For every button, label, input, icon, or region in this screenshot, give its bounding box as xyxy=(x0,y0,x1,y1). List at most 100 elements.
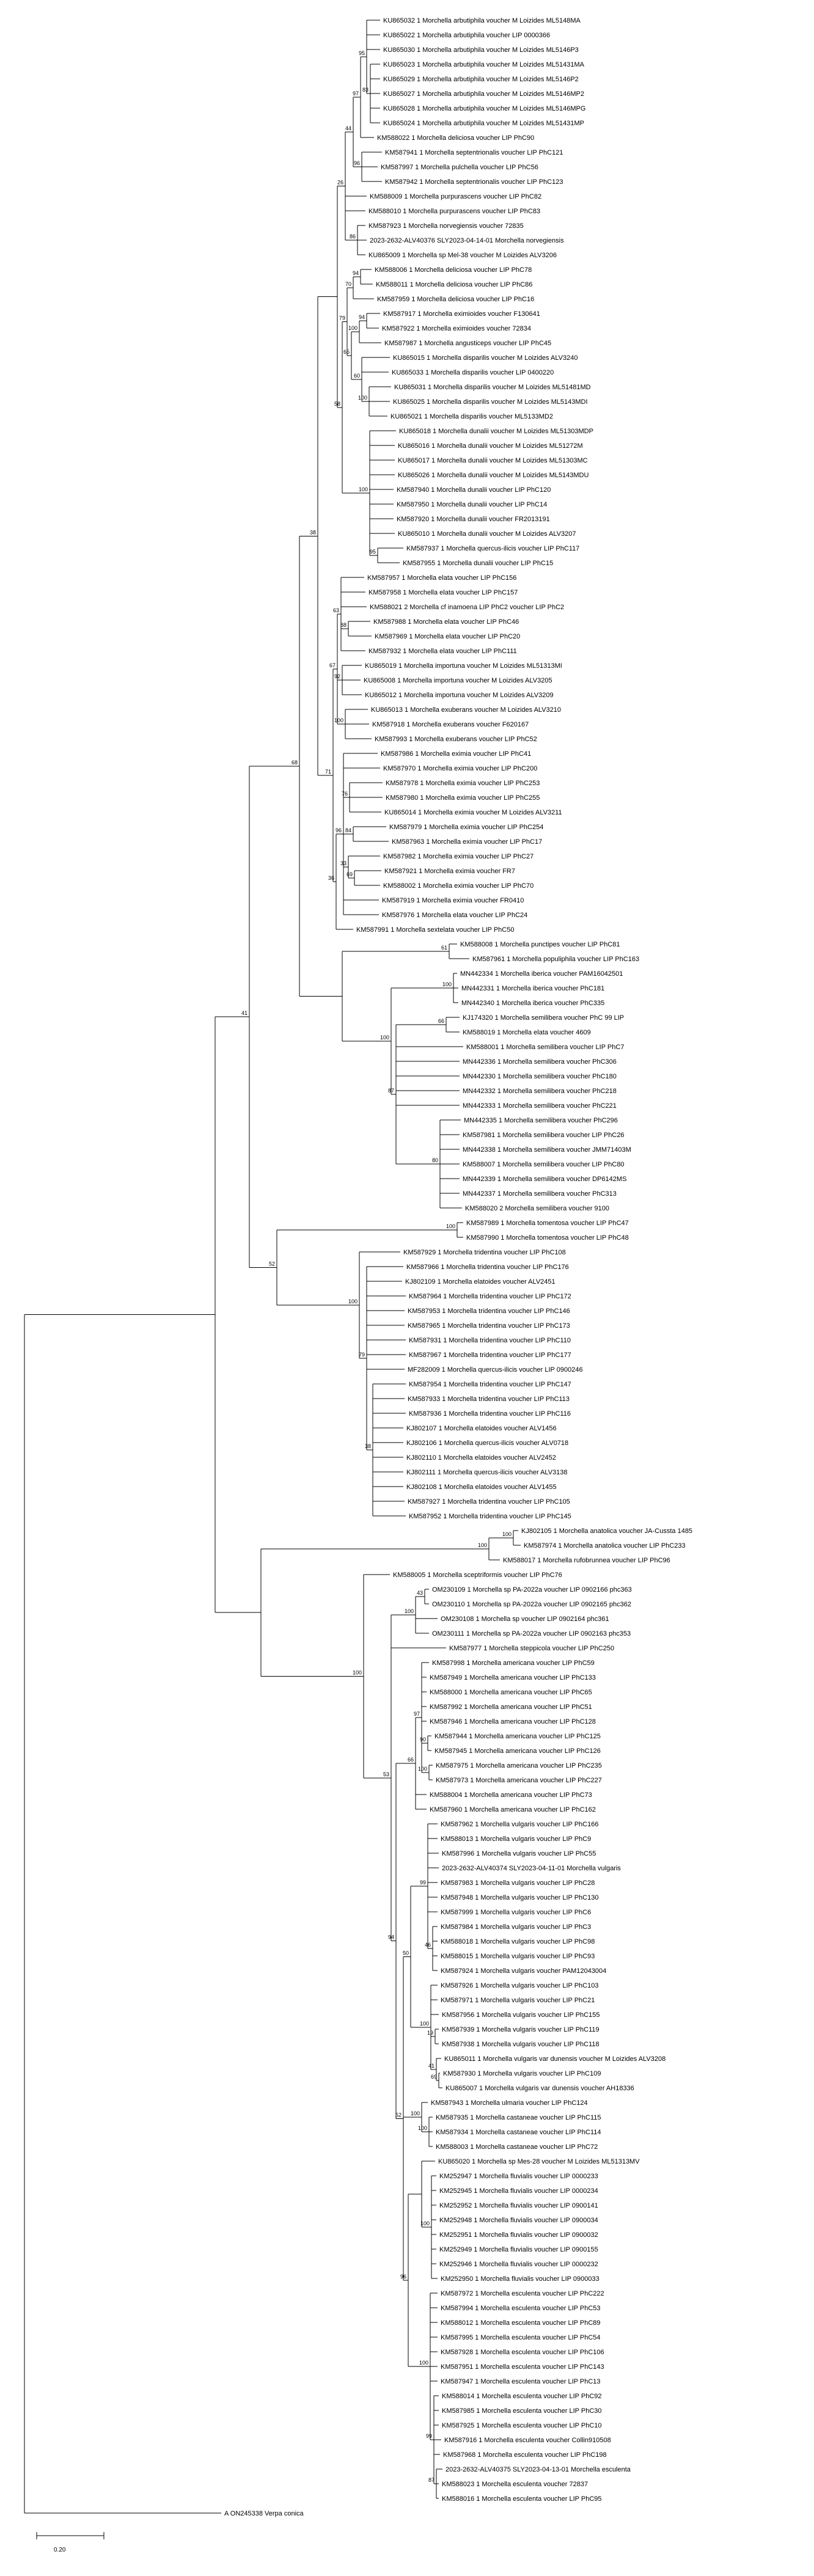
taxon-label: KM587948 1 Morchella vulgaris voucher LI… xyxy=(441,1894,598,1901)
taxon-label: KM587958 1 Morchella elata voucher LIP P… xyxy=(369,589,518,596)
taxon-label: KM587937 1 Morchella quercus-ilicis vouc… xyxy=(406,545,579,552)
taxon-label: KM588013 1 Morchella vulgaris voucher LI… xyxy=(441,1835,591,1843)
taxon-label: KJ802109 1 Morchella elatoides voucher A… xyxy=(405,1278,556,1286)
taxon-label: KM587960 1 Morchella americana voucher L… xyxy=(430,1806,596,1813)
taxon-label: KM587959 1 Morchella deliciosa voucher L… xyxy=(377,296,534,303)
taxon-label: KM587935 1 Morchella castaneae voucher L… xyxy=(436,2114,601,2121)
taxon-label: KM587926 1 Morchella vulgaris voucher LI… xyxy=(441,1982,598,1989)
support-value: 100 xyxy=(380,1034,389,1041)
taxon-label: KM252952 1 Morchella fluvialis voucher L… xyxy=(439,2202,598,2209)
taxon-label: KM587931 1 Morchella tridentina voucher … xyxy=(409,1337,571,1344)
support-value: 79 xyxy=(359,1352,365,1358)
support-value: 43 xyxy=(417,1590,423,1596)
taxon-label: KM587955 1 Morchella dunalii voucher LIP… xyxy=(403,560,553,567)
taxon-label: KM252948 1 Morchella fluvialis voucher L… xyxy=(439,2217,598,2224)
support-value: 87 xyxy=(428,2477,435,2483)
support-value: 53 xyxy=(383,1771,389,1777)
support-value: 88 xyxy=(340,622,346,628)
taxon-label: OM230109 1 Morchella sp PA-2022a voucher… xyxy=(432,1586,632,1594)
taxon-label: KM588008 1 Morchella punctipes voucher L… xyxy=(460,941,620,948)
taxon-label: MN442333 1 Morchella semilibera voucher … xyxy=(463,1102,617,1110)
support-value: 44 xyxy=(345,125,351,131)
taxon-label: KM587963 1 Morchella eximia voucher LIP … xyxy=(392,838,542,846)
support-value: 50 xyxy=(403,1950,409,1956)
taxon-label: KM587990 1 Morchella tomentosa voucher L… xyxy=(466,1234,629,1242)
taxon-label: KU865009 1 Morchella sp Mel-38 voucher M… xyxy=(369,252,557,259)
taxon-label: KM587992 1 Morchella americana voucher L… xyxy=(430,1703,592,1711)
taxon-label: KU865020 1 Morchella sp Mes-28 voucher M… xyxy=(438,2158,640,2165)
taxon-label: KU865026 1 Morchella dunalii voucher M L… xyxy=(398,472,588,479)
taxon-label: KM588009 1 Morchella purpurascens vouche… xyxy=(370,193,541,200)
support-value: 83 xyxy=(362,87,369,93)
support-value: 61 xyxy=(441,945,447,951)
taxon-label: KM588018 1 Morchella vulgaris voucher LI… xyxy=(441,1938,595,1945)
taxon-label: KM588015 1 Morchella vulgaris voucher LI… xyxy=(441,1953,595,1960)
support-value: 96 xyxy=(336,827,342,833)
taxon-label: OM230110 1 Morchella sp PA-2022a voucher… xyxy=(432,1601,631,1608)
taxon-label: KM587984 1 Morchella vulgaris voucher LI… xyxy=(441,1923,591,1931)
support-value: 84 xyxy=(345,827,351,833)
taxon-label: KM587921 1 Morchella eximia voucher FR7 xyxy=(384,868,515,875)
taxon-label: KM587949 1 Morchella americana voucher L… xyxy=(430,1674,596,1681)
taxon-label: KJ802108 1 Morchella elatoides voucher A… xyxy=(406,1484,557,1491)
support-value: 79 xyxy=(339,315,345,321)
taxon-label: KM587973 1 Morchella americana voucher L… xyxy=(436,1777,602,1784)
taxon-label: KM587986 1 Morchella eximia voucher LIP … xyxy=(381,750,531,758)
taxon-label: KM587924 1 Morchella vulgaris voucher PA… xyxy=(441,1967,606,1975)
support-value: 95 xyxy=(370,549,376,555)
taxon-label: KM587964 1 Morchella tridentina voucher … xyxy=(409,1293,571,1300)
taxon-label: KU865013 1 Morchella exuberans voucher M… xyxy=(371,706,561,714)
taxon-label: KM587988 1 Morchella elata voucher LIP P… xyxy=(373,618,519,626)
support-value: 100 xyxy=(420,2021,429,2027)
support-value: 100 xyxy=(348,1298,358,1304)
support-value: 52 xyxy=(395,2112,402,2118)
taxon-label: KM587922 1 Morchella eximioides voucher … xyxy=(382,325,531,332)
taxon-label: KM587944 1 Morchella americana voucher L… xyxy=(435,1733,601,1740)
taxon-label: KU865017 1 Morchella dunalii voucher M L… xyxy=(398,457,588,464)
taxon-label: KM588004 1 Morchella americana voucher L… xyxy=(430,1791,592,1799)
taxon-label: KM587997 1 Morchella pulchella voucher L… xyxy=(381,164,538,171)
taxon-label: KM588007 1 Morchella semilibera voucher … xyxy=(463,1161,625,1168)
support-value: 100 xyxy=(478,1542,487,1548)
taxon-label: KU865031 1 Morchella disparilis voucher … xyxy=(394,384,591,391)
taxon-label: KU865012 1 Morchella importuna voucher M… xyxy=(365,692,554,699)
support-value: 100 xyxy=(411,2110,420,2117)
taxon-label: KM588010 1 Morchella purpurascens vouche… xyxy=(369,208,540,215)
taxon-label: KM252947 1 Morchella fluvialis voucher L… xyxy=(439,2173,598,2180)
taxon-label: KM587968 1 Morchella esculenta voucher L… xyxy=(443,2451,607,2459)
support-value: 97 xyxy=(414,1711,420,1717)
taxon-label: KM587957 1 Morchella elata voucher LIP P… xyxy=(367,574,516,582)
taxon-label: KM587978 1 Morchella eximia voucher LIP … xyxy=(386,780,540,787)
taxon-label: KM588006 1 Morchella deliciosa voucher L… xyxy=(375,266,532,274)
taxon-label: KM587943 1 Morchella ulmaria voucher LIP… xyxy=(431,2099,588,2107)
taxon-label: KM587989 1 Morchella tomentosa voucher L… xyxy=(466,1220,629,1227)
taxon-label: KM587925 1 Morchella esculenta voucher L… xyxy=(442,2422,602,2429)
taxon-label: KM588022 1 Morchella deliciosa voucher L… xyxy=(377,134,534,142)
taxon-label: KM587916 1 Morchella esculenta voucher C… xyxy=(444,2437,611,2444)
taxon-label: KM587945 1 Morchella americana voucher L… xyxy=(435,1747,601,1755)
taxon-label: KM252950 1 Morchella fluvialis voucher L… xyxy=(441,2275,600,2283)
support-value: 94 xyxy=(359,314,365,320)
taxon-label: MN442334 1 Morchella iberica voucher PAM… xyxy=(460,970,623,978)
taxon-label: KM587919 1 Morchella eximia voucher FR04… xyxy=(382,897,524,904)
taxon-label: KU865022 1 Morchella arbutiphila voucher… xyxy=(383,32,550,39)
support-value: 36 xyxy=(328,875,334,881)
taxon-label: MN442339 1 Morchella semilibera voucher … xyxy=(463,1176,626,1183)
support-value: 38 xyxy=(365,1443,371,1449)
taxon-label: KM588000 1 Morchella americana voucher L… xyxy=(430,1689,592,1696)
taxon-label: KM587979 1 Morchella eximia voucher LIP … xyxy=(389,824,543,831)
taxon-label: KJ802106 1 Morchella quercus-ilicis vouc… xyxy=(406,1440,568,1447)
taxon-label: KM588014 1 Morchella esculenta voucher L… xyxy=(442,2393,602,2400)
support-value: 100 xyxy=(418,1766,427,1772)
support-value: 100 xyxy=(420,2220,430,2227)
taxon-label: KM587951 1 Morchella esculenta voucher L… xyxy=(441,2363,604,2371)
taxon-label: KM587983 1 Morchella vulgaris voucher LI… xyxy=(441,1879,595,1887)
taxon-label: KU865021 1 Morchella disparilis voucher … xyxy=(391,413,553,420)
taxon-label: KM587942 1 Morchella septentrionalis vou… xyxy=(385,178,563,186)
taxon-label: MN442340 1 Morchella iberica voucher PhC… xyxy=(461,1000,604,1007)
taxon-label: 2023-2632-ALV40375 SLY2023-04-13-01 Morc… xyxy=(446,2466,631,2473)
taxon-label: A ON245338 Verpa conica xyxy=(224,2510,304,2517)
taxon-label: KM587947 1 Morchella esculenta voucher L… xyxy=(441,2378,601,2385)
support-value: 26 xyxy=(337,180,343,186)
support-value: 60 xyxy=(354,373,360,379)
